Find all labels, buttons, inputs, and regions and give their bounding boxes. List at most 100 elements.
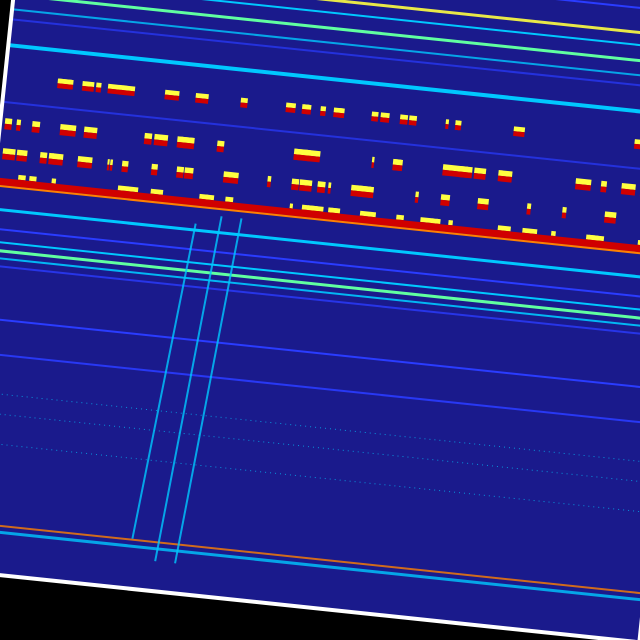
event-mark <box>513 131 525 138</box>
band <box>0 520 640 595</box>
event-mark <box>409 115 418 121</box>
event-mark <box>106 164 110 171</box>
event-mark <box>445 119 450 125</box>
event-mark <box>128 191 138 197</box>
event-mark <box>178 136 195 144</box>
event-mark <box>195 97 209 104</box>
event-mark <box>77 161 93 169</box>
event-mark <box>289 203 294 209</box>
event-mark <box>121 166 129 173</box>
event-mark <box>600 180 608 187</box>
event-mark <box>359 215 376 222</box>
event-mark <box>380 112 390 119</box>
event-mark <box>266 181 271 188</box>
event-mark <box>58 78 74 85</box>
event-mark <box>435 223 441 229</box>
event-mark <box>217 140 225 147</box>
event-mark <box>109 164 113 171</box>
event-mark <box>459 171 473 179</box>
event-mark <box>184 167 194 174</box>
event-mark <box>51 158 56 165</box>
band <box>15 0 640 53</box>
event-mark <box>459 165 473 173</box>
event-mark <box>328 182 332 189</box>
event-mark <box>153 139 168 147</box>
event-mark <box>513 126 526 133</box>
event-mark <box>240 102 248 108</box>
event-mark <box>305 149 321 157</box>
event-mark <box>316 186 326 194</box>
event-mark <box>306 109 311 115</box>
event-mark <box>291 178 300 185</box>
event-mark <box>151 163 159 170</box>
event-mark <box>408 120 417 126</box>
event-mark <box>289 208 293 214</box>
event-mark <box>621 182 636 190</box>
event-mark <box>107 159 110 165</box>
event-mark <box>96 82 102 88</box>
event-mark <box>500 175 512 183</box>
event-mark <box>222 176 239 185</box>
dot-row <box>0 410 640 484</box>
event-mark <box>117 185 130 192</box>
vertical-streak <box>131 223 197 539</box>
event-mark <box>2 148 16 155</box>
band <box>0 207 640 283</box>
event-mark <box>350 184 360 192</box>
event-mark <box>319 110 326 117</box>
event-mark <box>454 125 462 131</box>
event-mark <box>603 216 616 224</box>
event-mark <box>414 197 419 203</box>
event-mark <box>267 175 272 182</box>
event-mark <box>150 169 158 176</box>
event-mark <box>371 116 379 122</box>
event-mark <box>399 119 408 125</box>
event-mark <box>600 186 607 193</box>
event-mark <box>291 184 299 191</box>
event-mark <box>320 106 327 112</box>
event-mark <box>4 118 13 125</box>
event-mark <box>550 235 556 241</box>
event-mark <box>225 196 234 203</box>
event-mark <box>522 227 538 235</box>
event-mark <box>121 160 129 167</box>
event-mark <box>338 112 345 119</box>
event-mark <box>575 178 592 186</box>
event-mark <box>501 170 513 178</box>
event-mark <box>371 111 379 117</box>
event-mark <box>331 207 340 214</box>
event-mark <box>2 153 16 161</box>
band <box>0 227 640 302</box>
band <box>0 263 640 338</box>
event-mark <box>83 126 98 134</box>
event-mark <box>150 188 164 195</box>
event-mark <box>415 191 420 198</box>
event-mark <box>176 166 185 173</box>
event-mark <box>195 92 209 100</box>
event-mark <box>440 194 451 201</box>
event-mark <box>497 225 511 232</box>
event-mark <box>199 193 215 201</box>
event-mark <box>305 155 321 163</box>
event-mark <box>442 169 457 177</box>
event-mark <box>371 156 375 163</box>
event-mark <box>442 164 458 172</box>
event-mark <box>216 146 225 153</box>
event-mark <box>107 83 122 90</box>
dot-row <box>0 390 640 464</box>
band <box>0 351 640 426</box>
event-mark <box>32 121 41 128</box>
event-mark <box>60 123 77 132</box>
event-mark <box>550 230 556 237</box>
event-mark <box>31 126 40 133</box>
event-mark <box>144 132 153 140</box>
band <box>16 0 640 41</box>
event-mark <box>436 218 441 224</box>
event-mark <box>307 205 324 212</box>
event-mark <box>223 171 239 179</box>
event-mark <box>574 183 591 191</box>
event-mark <box>339 108 345 114</box>
vertical-streak <box>174 218 243 564</box>
